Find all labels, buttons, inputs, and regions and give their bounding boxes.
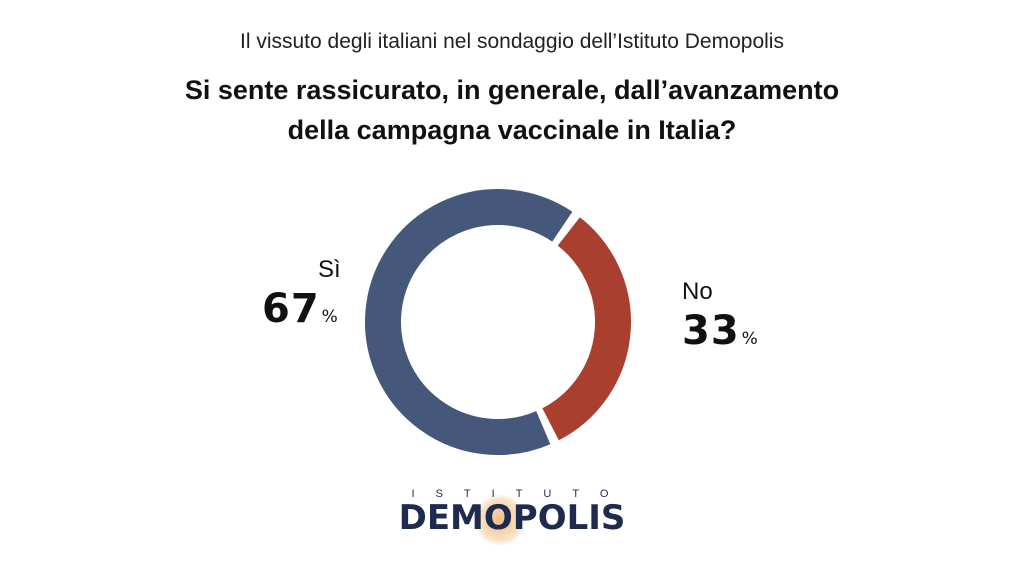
logo-glow — [474, 494, 526, 546]
value-no-unit: % — [741, 329, 758, 349]
value-si-unit: % — [321, 307, 338, 327]
value-si-number: 67 — [262, 286, 320, 332]
value-si: 67% — [262, 286, 338, 332]
chart-title-line-1: Si sente rassicurato, in generale, dall’… — [184, 75, 840, 105]
logo-demopolis: DEMOPOLIS — [398, 498, 626, 538]
slice-no — [541, 217, 631, 441]
logo-istituto: ISTITUTO — [411, 488, 630, 500]
chart-subtitle: Il vissuto degli italiani nel sondaggio … — [240, 30, 784, 53]
value-no: 33% — [682, 308, 758, 354]
slice-si — [365, 189, 573, 455]
label-si: Sì — [318, 256, 341, 283]
chart-title: Si sente rassicurato, in generale, dall’… — [112, 70, 912, 150]
label-no: No — [682, 278, 713, 305]
value-no-number: 33 — [682, 308, 740, 354]
chart-title-line-2: della campagna vaccinale in Italia? — [287, 115, 737, 145]
